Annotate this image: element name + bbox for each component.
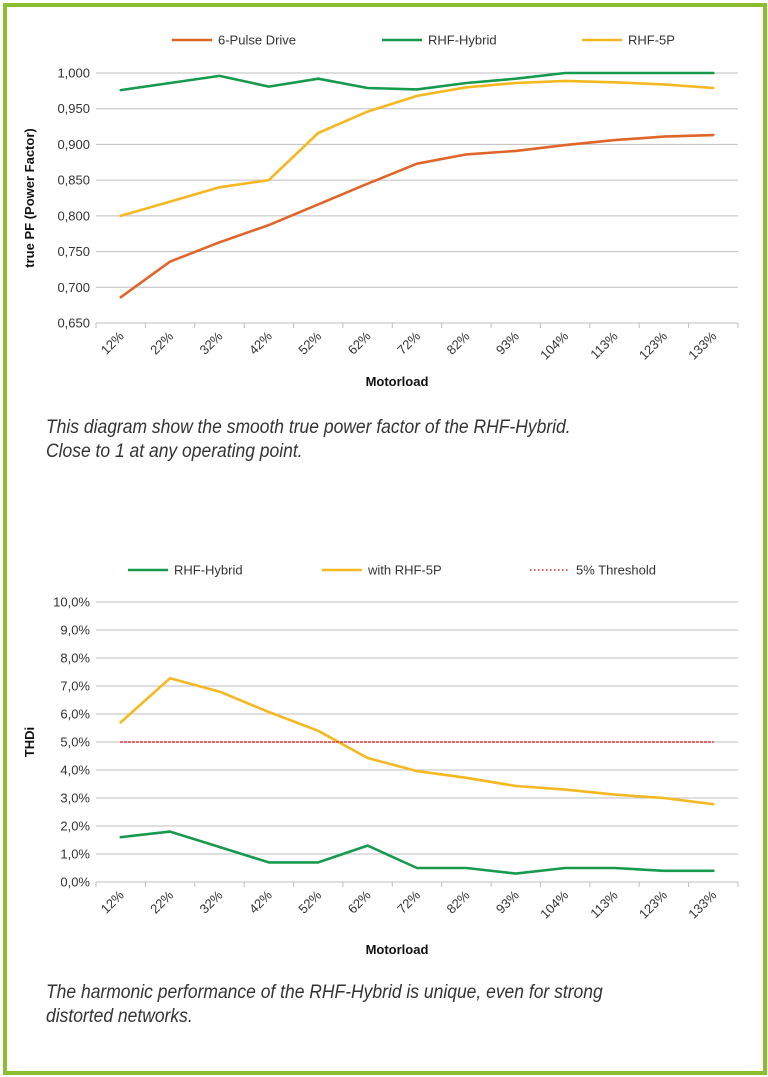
y-tick-label: 4,0% [60, 763, 90, 778]
y-tick-label: 0,700 [57, 280, 90, 295]
y-tick-label: 7,0% [60, 679, 90, 694]
x-tick-label: 113% [587, 887, 621, 921]
legend-label: with RHF-5P [367, 563, 442, 578]
x-tick-label: 42% [246, 887, 275, 916]
y-axis-title: THDi [22, 727, 37, 757]
y-tick-label: 1,000 [57, 66, 90, 81]
x-tick-label: 82% [443, 887, 472, 916]
y-tick-label: 10,0% [53, 595, 90, 610]
series-line-6-pulse-drive [119, 133, 715, 299]
y-tick-label: 8,0% [60, 651, 90, 666]
y-tick-label: 0,750 [57, 244, 90, 259]
x-axis-title: Motorload [366, 374, 429, 389]
y-tick-label: 0,850 [57, 173, 90, 188]
x-tick-label: 123% [636, 887, 670, 921]
y-tick-label: 0,900 [57, 137, 90, 152]
series-line-rhf-hybrid [119, 71, 715, 92]
y-tick-label: 5,0% [60, 735, 90, 750]
power-factor-caption: This diagram show the smooth true power … [46, 416, 672, 464]
y-tick-label: 0,950 [57, 101, 90, 116]
x-tick-label: 104% [537, 887, 571, 921]
y-tick-label: 0,800 [57, 208, 90, 223]
page-frame [3, 3, 767, 1075]
y-tick-label: 0,0% [60, 875, 90, 890]
x-tick-label: 62% [345, 887, 374, 916]
y-tick-label: 2,0% [60, 819, 90, 834]
power-factor-chart: 0,650 0,700 0,750 0,800 0,850 0,900 0,950 1,000… [22, 33, 739, 389]
series-line-rhf-hybrid [119, 830, 715, 875]
legend-label: RHF-Hybrid [174, 563, 243, 578]
y-axis-title: true PF (Power Factor) [22, 128, 37, 267]
x-tick-label: 93% [493, 887, 522, 916]
y-tick-label: 3,0% [60, 791, 90, 806]
legend-label: RHF-5P [628, 33, 675, 48]
legend-label: RHF-Hybrid [428, 33, 497, 48]
caption-line: distorted networks. [46, 1006, 193, 1027]
x-tick-label: 133% [685, 887, 719, 921]
series-line-with-rhf-5p [119, 676, 715, 806]
caption-line: The harmonic performance of the RHF-Hybr… [46, 982, 603, 1003]
x-tick-label: 52% [295, 887, 324, 916]
legend-label: 5% Threshold [576, 563, 656, 578]
legend-label: 6-Pulse Drive [218, 33, 296, 48]
x-tick-label: 32% [197, 887, 226, 916]
series-line-rhf-5p [119, 79, 715, 218]
x-tick-label: 12% [98, 887, 127, 916]
y-tick-label: 1,0% [60, 847, 90, 862]
thdi-caption: The harmonic performance of the RHF-Hybr… [46, 981, 672, 1029]
y-tick-label: 9,0% [60, 623, 90, 638]
x-tick-label: 72% [394, 887, 423, 916]
y-tick-label: 0,650 [57, 316, 90, 331]
x-tick-label: 22% [147, 887, 176, 916]
x-axis-title: Motorload [366, 942, 429, 957]
y-tick-label: 6,0% [60, 707, 90, 722]
caption-line: Close to 1 at any operating point. [46, 441, 303, 462]
thdi-chart: 0,0% 1,0% 2,0% 3,0% 4,0% 5,0% 6,0% 7,0% 8,0% 9,0%… [22, 563, 739, 957]
caption-line: This diagram show the smooth true power … [46, 417, 571, 438]
